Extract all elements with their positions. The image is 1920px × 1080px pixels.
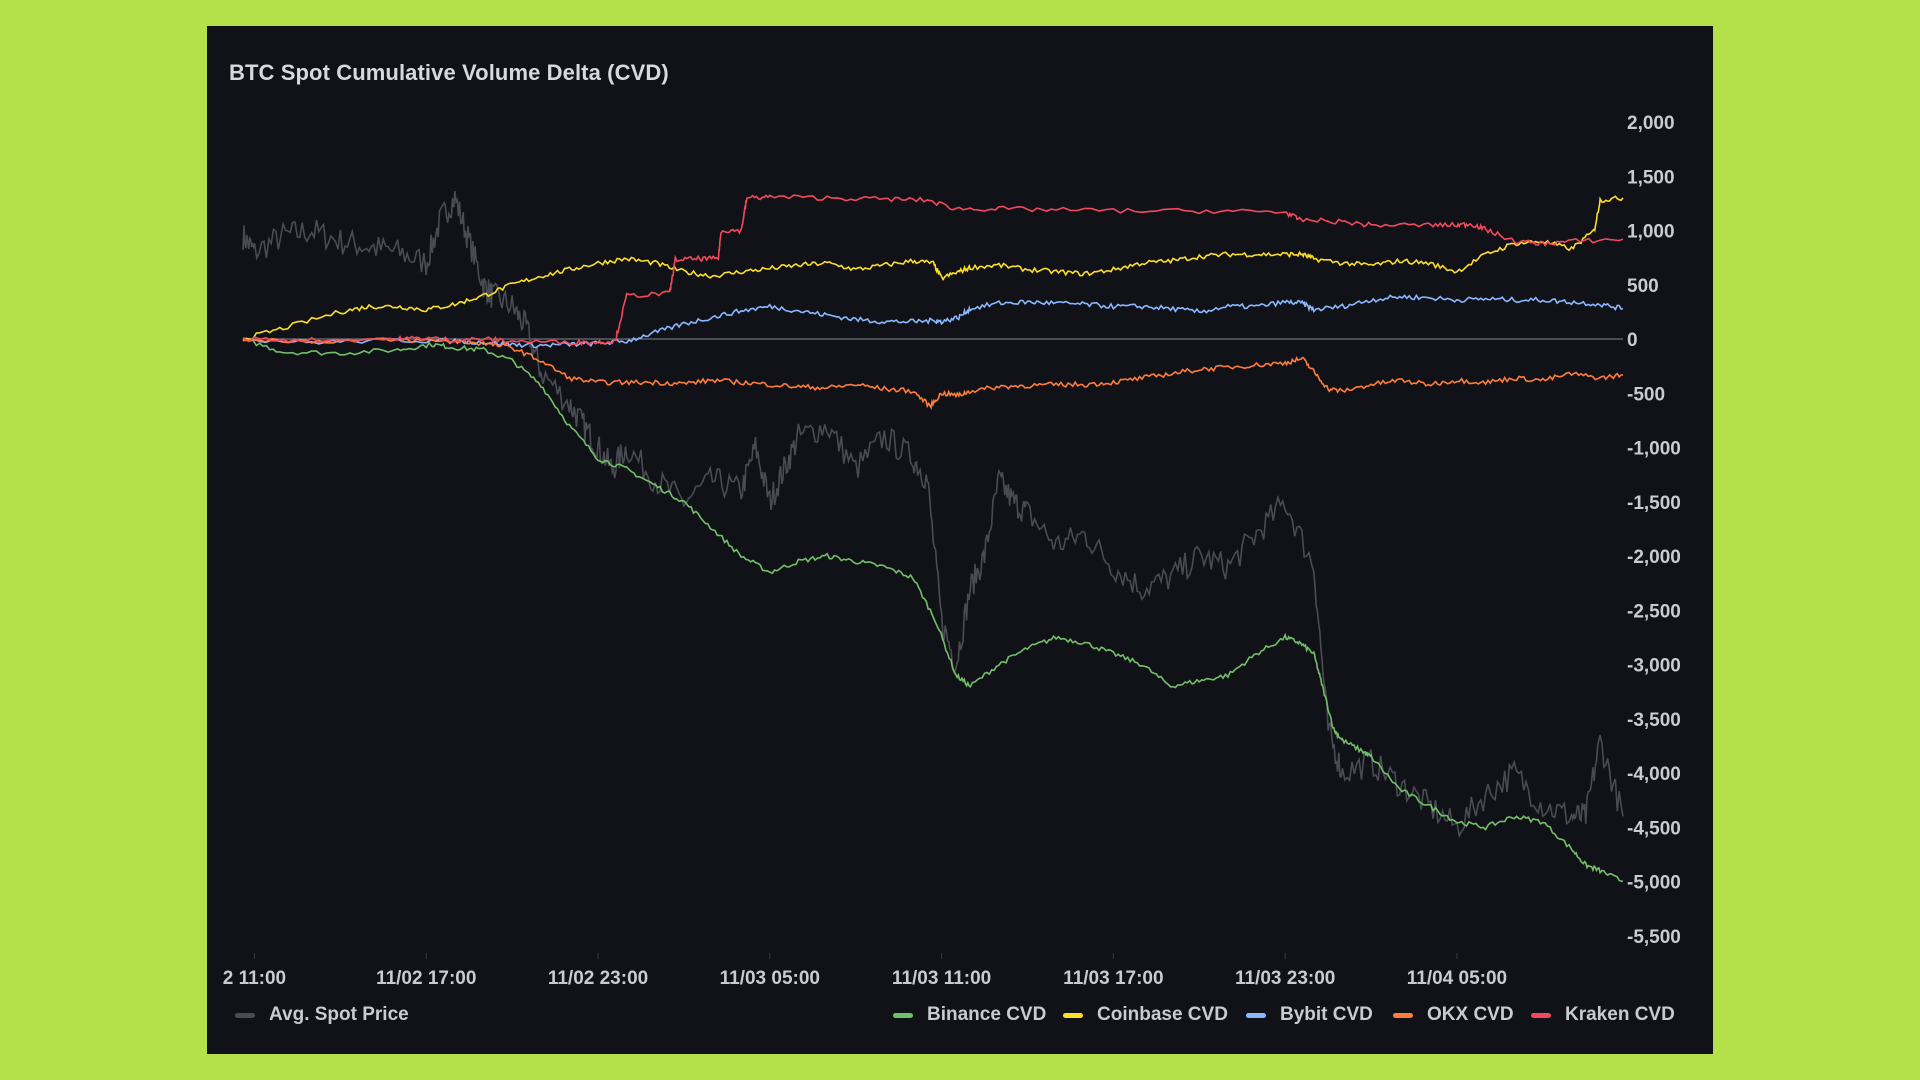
chart-title: BTC Spot Cumulative Volume Delta (CVD) (229, 60, 669, 85)
y-tick-label: 1,500 (1627, 167, 1675, 188)
x-tick-label: 11/04 05:00 (1407, 968, 1507, 989)
x-tick-label: 11/03 17:00 (1063, 968, 1163, 989)
legend-bybit-cvd[interactable]: Bybit CVD (1246, 1004, 1373, 1026)
legend-swatch-bybit (1246, 1012, 1266, 1018)
x-tick-label: 11/02 23:00 (548, 968, 648, 989)
okx-cvd-line (242, 337, 1624, 411)
y-tick-label: -500 (1627, 384, 1665, 405)
y-tick-label: 500 (1627, 276, 1659, 297)
y-tick-label: -1,000 (1627, 439, 1681, 460)
legend-binance-cvd[interactable]: Binance CVD (893, 1004, 1046, 1026)
y-tick-label: -5,500 (1627, 927, 1681, 948)
avg-spot-price-line (242, 191, 1624, 839)
y-tick-label: -5,000 (1627, 873, 1681, 894)
x-tick-label: 2 11:00 (223, 968, 286, 989)
legend-avg-spot-price[interactable]: Avg. Spot Price (235, 1004, 409, 1026)
legend-swatch-coinbase (1063, 1012, 1083, 1018)
chart-panel: BTC Spot Cumulative Volume Delta (CVD) 2… (207, 26, 1713, 1054)
legend-coinbase-cvd[interactable]: Coinbase CVD (1063, 1004, 1228, 1026)
legend-swatch-okx (1393, 1012, 1413, 1018)
legend-label: Coinbase CVD (1097, 1004, 1228, 1025)
legend-swatch-kraken (1531, 1012, 1551, 1018)
y-tick-label: -3,000 (1627, 656, 1681, 677)
legend-label: Avg. Spot Price (269, 1004, 409, 1025)
y-tick-label: -4,500 (1627, 818, 1681, 839)
legend-swatch-binance (893, 1012, 913, 1018)
x-tick-label: 11/02 17:00 (376, 968, 476, 989)
legend-label: Kraken CVD (1565, 1004, 1675, 1025)
y-tick-label: -4,000 (1627, 764, 1681, 785)
y-tick-label: 1,000 (1627, 222, 1675, 243)
legend-label: OKX CVD (1427, 1004, 1514, 1025)
legend-label: Binance CVD (927, 1004, 1047, 1025)
cvd-chart[interactable]: 2,000 1,500 1,000 500 0 -500 -1,000 -1,500 -2,00… (207, 26, 1713, 1054)
y-tick-label: -2,000 (1627, 547, 1681, 568)
x-tick-label: 11/03 11:00 (892, 968, 991, 989)
legend-kraken-cvd[interactable]: Kraken CVD (1531, 1004, 1675, 1026)
y-tick-label: 2,000 (1627, 113, 1675, 134)
legend-okx-cvd[interactable]: OKX CVD (1393, 1004, 1514, 1026)
legend-swatch-price (235, 1012, 255, 1018)
y-tick-label: -2,500 (1627, 601, 1681, 622)
binance-cvd-line (242, 337, 1624, 883)
y-tick-label: 0 (1627, 330, 1638, 351)
x-tick-label: 11/03 05:00 (720, 968, 820, 989)
legend-label: Bybit CVD (1280, 1004, 1373, 1025)
x-tick-label: 11/03 23:00 (1235, 968, 1335, 989)
coinbase-cvd-line (242, 195, 1624, 342)
y-tick-label: -3,500 (1627, 710, 1681, 731)
y-tick-label: -1,500 (1627, 493, 1681, 514)
kraken-cvd-line (242, 194, 1624, 346)
